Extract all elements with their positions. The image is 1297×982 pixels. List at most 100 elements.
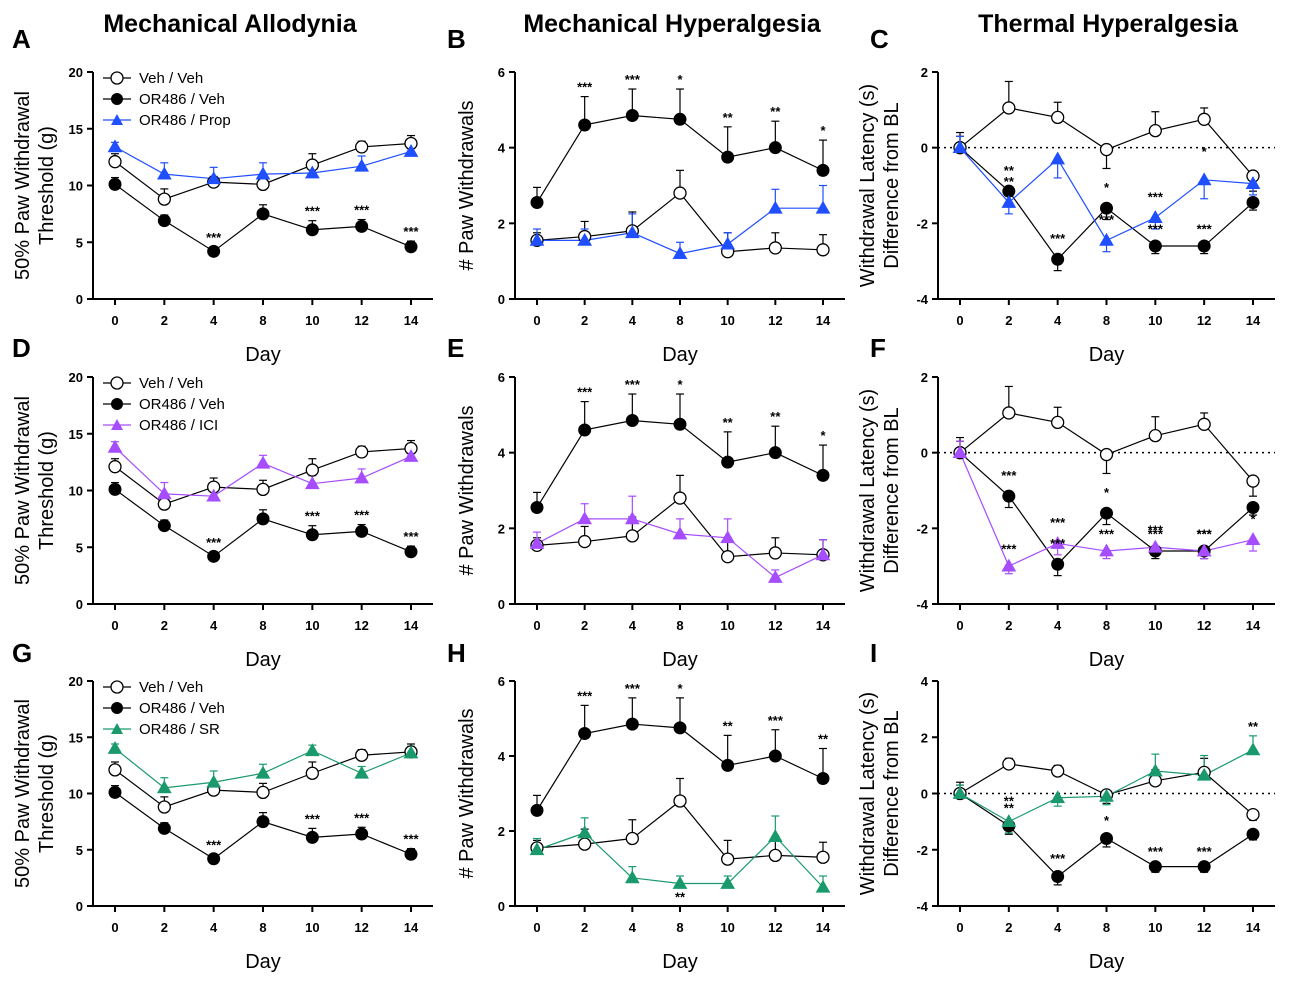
y-tick-label: -2 (916, 521, 928, 536)
data-point-filled-circle (256, 512, 270, 526)
y-tick-label: 6 (498, 370, 505, 385)
y-tick-label: 15 (69, 427, 83, 442)
data-point-triangle (403, 143, 419, 157)
x-axis-label: Day (662, 344, 698, 366)
data-point-filled-circle (816, 468, 830, 482)
data-point-filled-circle (157, 821, 171, 835)
y-tick-label: 6 (498, 674, 505, 689)
x-tick-label: 0 (956, 618, 963, 633)
x-axis-label: Day (662, 951, 698, 973)
x-tick-label: 8 (676, 618, 683, 633)
data-point-open-circle (768, 848, 782, 863)
significance-stars: *** (206, 230, 222, 245)
x-tick-label: 2 (1005, 313, 1012, 328)
y-axis-label: Threshold (g) (36, 431, 58, 550)
data-point-open-circle (578, 837, 592, 851)
significance-stars: * (1250, 511, 1256, 526)
data-point-filled-circle (157, 214, 171, 228)
data-point-filled-circle (721, 455, 735, 469)
data-point-filled-circle (1051, 869, 1065, 883)
x-axis-label: Day (1089, 344, 1125, 366)
data-point-filled-circle (673, 721, 687, 735)
data-point-triangle (255, 455, 271, 469)
legend-marker-filled-circle (111, 702, 123, 714)
x-tick-label: 4 (1054, 920, 1062, 935)
data-point-filled-circle (355, 524, 369, 538)
x-tick-label: 2 (161, 920, 168, 935)
y-axis-label: Difference from BL (881, 710, 903, 876)
significance-stars: *** (1050, 851, 1066, 866)
data-point-triangle (672, 875, 688, 889)
x-tick-label: 2 (581, 618, 588, 633)
x-tick-label: 14 (816, 313, 831, 328)
data-point-open-circle (768, 546, 782, 560)
x-tick-label: 10 (720, 920, 734, 935)
data-point-triangle (815, 547, 831, 561)
data-point-filled-circle (355, 219, 369, 233)
significance-stars: * (1104, 485, 1110, 500)
y-tick-label: 20 (69, 370, 83, 385)
y-tick-label: 4 (498, 141, 506, 156)
y-tick-label: 10 (69, 484, 83, 499)
y-tick-label: 6 (498, 65, 505, 80)
data-point-open-circle (1197, 417, 1211, 431)
significance-stars: *** (1099, 212, 1115, 227)
legend-marker-open-circle (110, 71, 124, 85)
significance-stars: ** (1004, 163, 1015, 178)
panel-f: F -4 -2 0 2 0 2 4 8 10 12 14 Day Withdrawal Latency (… (857, 333, 1275, 671)
y-tick-label: -4 (916, 597, 928, 612)
data-point-open-circle (578, 534, 592, 549)
y-axis-label: Withdrawal Latency (s) (857, 692, 879, 895)
data-point-filled-circle (256, 815, 270, 829)
significance-stars: *** (206, 837, 222, 852)
y-tick-label: 0 (921, 787, 928, 802)
significance-stars: *** (1197, 221, 1213, 236)
data-point-open-circle (1148, 428, 1162, 443)
significance-stars: * (1104, 813, 1110, 828)
x-tick-label: 4 (1054, 313, 1062, 328)
data-point-triangle (1050, 790, 1066, 804)
significance-stars: *** (768, 713, 784, 728)
panel-letter: F (870, 333, 886, 363)
data-point-open-circle (355, 748, 369, 762)
x-tick-label: 0 (533, 313, 540, 328)
data-point-filled-circle (625, 717, 639, 731)
y-tick-label: 15 (69, 730, 83, 745)
data-point-triangle (577, 825, 593, 839)
y-tick-label: 0 (76, 597, 83, 612)
x-tick-label: 12 (768, 618, 782, 633)
data-point-filled-circle (578, 727, 592, 740)
x-tick-label: 14 (816, 920, 831, 935)
y-tick-label: 20 (69, 674, 83, 689)
significance-stars: * (677, 681, 683, 696)
legend-label: OR486 / Veh (139, 396, 225, 413)
significance-stars: *** (305, 204, 321, 219)
significance-stars: *** (625, 681, 641, 696)
data-point-filled-circle (108, 482, 122, 496)
legend-marker-triangle (111, 723, 123, 734)
column-title-mechanical-allodynia: Mechanical Allodynia (103, 10, 357, 38)
significance-stars: *** (1148, 844, 1164, 859)
data-point-triangle (1099, 232, 1114, 246)
data-point-triangle (952, 785, 968, 799)
y-tick-label: 20 (69, 65, 83, 80)
data-point-open-circle (157, 800, 171, 814)
data-point-triangle (354, 470, 370, 484)
data-point-filled-circle (1002, 489, 1016, 503)
x-axis-label: Day (662, 649, 698, 671)
significance-stars: ** (1004, 800, 1015, 815)
data-point-triangle (1245, 742, 1261, 756)
x-tick-label: 0 (533, 618, 540, 633)
significance-stars: *** (1197, 526, 1213, 541)
data-point-triangle (1147, 539, 1163, 553)
data-point-triangle (1099, 543, 1114, 557)
y-tick-label: 0 (498, 292, 505, 307)
y-tick-label: 10 (69, 179, 83, 194)
x-tick-label: 10 (305, 313, 319, 328)
data-point-filled-circle (1246, 196, 1260, 210)
data-point-triangle (206, 171, 222, 185)
significance-stars: ** (818, 732, 829, 747)
x-tick-label: 10 (720, 618, 734, 633)
data-point-filled-circle (768, 749, 782, 763)
x-axis-label: Day (1089, 649, 1125, 671)
